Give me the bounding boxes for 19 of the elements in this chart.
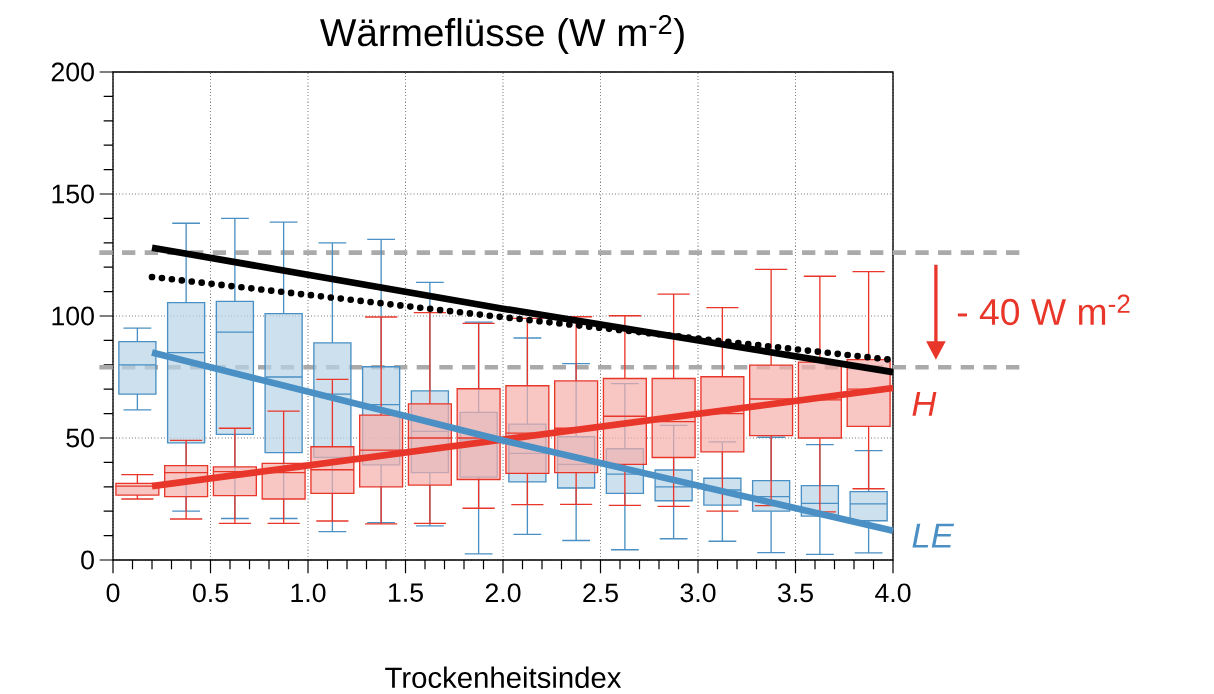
series-label: H: [912, 391, 937, 416]
series-label: LE: [912, 523, 955, 548]
x-tick-label: 0.5: [193, 583, 228, 603]
x-tick-label: 1.0: [291, 583, 326, 603]
chart-title: Wärmeflüsse (W m$^{-2}$): [320, 15, 684, 54]
y-tick-label: 100: [52, 306, 94, 326]
x-tick-label: 3.0: [680, 583, 716, 603]
y-tick-label: 200: [51, 62, 94, 82]
x-tick-label: 3.5: [777, 583, 813, 603]
x-tick-label: 1.5: [389, 583, 423, 602]
x-tick-label: 0: [106, 583, 120, 603]
x-tick-label: 2.0: [485, 583, 521, 603]
text: - 40 W m$^{-2}$: [957, 294, 1130, 326]
y-tick-label: 50: [66, 428, 94, 448]
x-tick-label: 4.0: [875, 583, 911, 603]
y-tick-label: 150: [52, 184, 94, 204]
x-tick-label: 2.5: [583, 583, 618, 603]
y-tick-label: 0: [81, 550, 94, 570]
x-axis-title: Trockenheitsindex: [385, 666, 622, 689]
